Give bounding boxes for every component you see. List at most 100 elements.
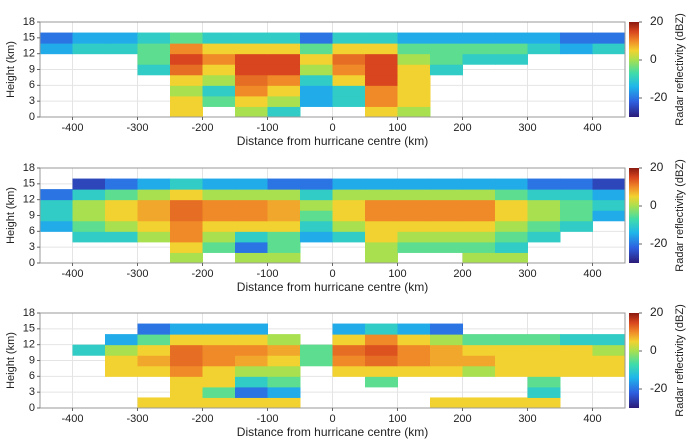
heat-cell — [430, 210, 463, 222]
heat-cell — [170, 210, 203, 222]
heat-cell — [365, 64, 398, 76]
heat-cell — [235, 252, 268, 264]
heat-cell — [397, 43, 431, 55]
heat-cell — [592, 178, 626, 190]
heat-cell — [560, 43, 593, 55]
heat-cell — [560, 178, 593, 190]
panel: -400 -300 -200 -100 0 100 200 300 4000369121518D… — [5, 304, 686, 439]
heat-cell — [527, 355, 561, 367]
heat-cell — [202, 74, 236, 86]
y-tick-label: 12 — [23, 194, 35, 206]
heat-cell — [72, 178, 106, 190]
heat-cell — [560, 355, 593, 367]
x-tick-label: -200 — [191, 268, 213, 280]
heat-cell — [235, 64, 268, 76]
heat-cell — [527, 210, 561, 222]
heat-cell — [267, 178, 301, 190]
heat-cell — [170, 344, 203, 356]
y-tick-label: 6 — [29, 79, 35, 91]
heat-cell — [365, 334, 398, 346]
heat-cell — [397, 85, 431, 97]
heat-cell — [170, 53, 203, 65]
y-tick-label: 15 — [23, 178, 35, 190]
heat-cell — [137, 32, 171, 44]
heat-cell — [202, 210, 236, 222]
heat-cell — [592, 355, 626, 367]
colorbar — [629, 313, 639, 408]
heat-cell — [170, 334, 203, 346]
heat-cell — [495, 334, 528, 346]
heat-cell — [137, 189, 171, 201]
heat-cell — [202, 386, 236, 398]
heat-cell — [235, 386, 268, 398]
heat-cell — [430, 43, 463, 55]
heat-cell — [365, 32, 398, 44]
y-tick-label: 0 — [29, 111, 35, 123]
heat-cell — [202, 220, 236, 232]
heat-cell — [267, 397, 301, 409]
heat-cell — [462, 178, 496, 190]
heat-cell — [137, 43, 171, 55]
heat-cell — [235, 106, 268, 118]
heat-cell — [365, 106, 398, 118]
heat-cell — [397, 95, 431, 107]
heat-cell — [202, 199, 236, 211]
heat-cell — [592, 43, 626, 55]
heat-cell — [365, 365, 398, 377]
heat-cell — [527, 365, 561, 377]
y-tick-label: 6 — [29, 370, 35, 382]
heat-cell — [267, 189, 301, 201]
heat-cell — [235, 241, 268, 253]
heat-cell — [397, 53, 431, 65]
heat-cell — [170, 323, 203, 335]
heat-cell — [202, 334, 236, 346]
heat-cell — [137, 334, 171, 346]
heat-cell — [235, 365, 268, 377]
heat-cell — [137, 365, 171, 377]
heat-cell — [592, 189, 626, 201]
heat-cell — [397, 189, 431, 201]
heat-cell — [137, 178, 171, 190]
heat-cell — [267, 252, 301, 264]
colorbar-label: Radar reflectivity (dBZ) — [674, 159, 686, 271]
heat-cell — [365, 74, 398, 86]
y-tick-label: 18 — [23, 307, 35, 319]
y-tick-label: 9 — [29, 209, 35, 221]
y-tick-label: 6 — [29, 225, 35, 237]
heat-cell — [495, 344, 528, 356]
heat-cell — [527, 397, 561, 409]
heat-cell — [397, 334, 431, 346]
heat-cell — [170, 43, 203, 55]
x-tick-label: -300 — [126, 122, 148, 134]
heat-cell — [430, 231, 463, 243]
heat-cell — [235, 95, 268, 107]
y-tick-label: 12 — [23, 339, 35, 351]
heat-cell — [170, 199, 203, 211]
x-axis-label: Distance from hurricane centre (km) — [237, 134, 428, 148]
heat-cell — [462, 355, 496, 367]
heat-cell — [365, 95, 398, 107]
heat-cell — [592, 199, 626, 211]
heat-cell — [170, 95, 203, 107]
heat-cell — [105, 334, 138, 346]
heat-cell — [592, 334, 626, 346]
heat-cell — [527, 220, 561, 232]
y-tick-label: 9 — [29, 354, 35, 366]
x-tick-label: 0 — [329, 122, 335, 134]
heat-cell — [332, 95, 366, 107]
heat-cell — [72, 344, 106, 356]
colorbar-tick-label: 20 — [650, 305, 664, 319]
heat-cell — [495, 43, 528, 55]
heat-cell — [202, 32, 236, 44]
heat-cell — [235, 397, 268, 409]
heat-cell — [105, 189, 138, 201]
y-axis-label: Height (km) — [5, 41, 17, 98]
heat-cell — [430, 199, 463, 211]
heat-cell — [430, 220, 463, 232]
heat-cell — [332, 323, 366, 335]
heat-cell — [235, 85, 268, 97]
y-tick-label: 12 — [23, 48, 35, 60]
heat-cell — [365, 210, 398, 222]
heat-cell — [527, 43, 561, 55]
